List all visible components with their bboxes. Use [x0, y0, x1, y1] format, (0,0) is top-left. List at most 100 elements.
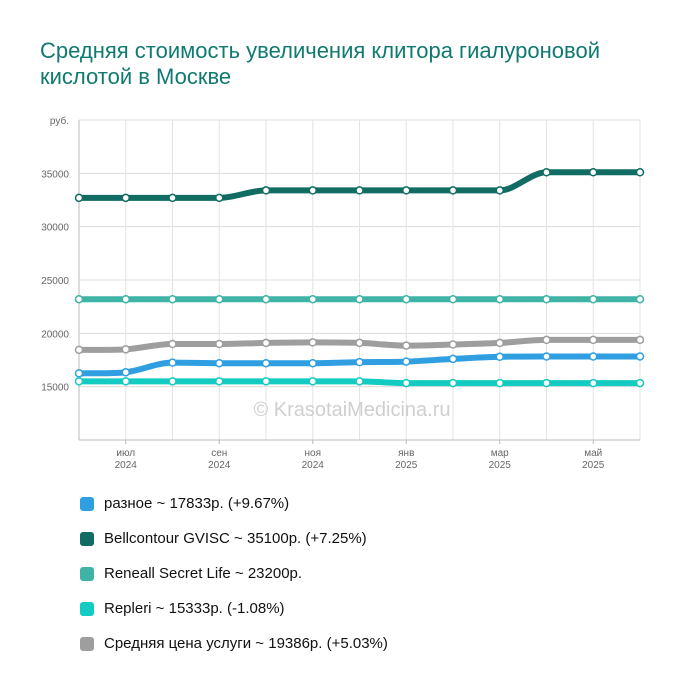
legend-item: Bellcontour GVISC ~ 35100р. (+7.25%) — [80, 521, 388, 556]
data-point — [589, 168, 598, 177]
legend-label: Bellcontour GVISC ~ 35100р. (+7.25%) — [104, 530, 367, 547]
data-point — [448, 378, 458, 388]
data-point — [121, 377, 130, 386]
data-point — [308, 358, 317, 368]
data-point — [168, 294, 177, 304]
legend-swatch — [80, 531, 94, 546]
series-4 — [74, 335, 645, 355]
data-point — [121, 294, 130, 304]
data-point — [355, 294, 364, 304]
data-point — [215, 358, 224, 368]
data-point — [74, 345, 84, 355]
y-tick-label: 30000 — [41, 223, 69, 234]
x-tick-label-month: мар — [491, 448, 509, 459]
data-point — [635, 335, 645, 345]
data-point — [402, 378, 411, 388]
data-point — [168, 358, 177, 367]
data-point — [355, 338, 364, 348]
legend-swatch — [80, 496, 94, 511]
data-point — [215, 377, 224, 386]
y-tick-label: 35000 — [41, 169, 69, 180]
data-point — [355, 357, 364, 367]
grid — [78, 119, 641, 440]
data-point — [589, 378, 598, 388]
data-point — [635, 378, 645, 388]
legend-item: Repleri ~ 15333р. (-1.08%) — [80, 591, 388, 626]
legend-item: Средняя цена услуги ~ 19386р. (+5.03%) — [80, 626, 388, 661]
x-tick-label-month: ноя — [305, 448, 322, 459]
data-point — [74, 369, 84, 378]
x-tick-label-year: 2025 — [395, 460, 418, 471]
legend-label: Reneall Secret Life ~ 23200р. — [104, 565, 303, 582]
data-point — [215, 339, 224, 349]
data-point — [74, 294, 84, 304]
data-point — [495, 186, 504, 195]
data-point — [495, 378, 504, 388]
data-point — [261, 358, 271, 368]
x-tick-label-month: сен — [211, 448, 227, 459]
data-point — [355, 186, 364, 195]
legend-item: Reneall Secret Life ~ 23200р. — [80, 556, 388, 591]
data-point — [448, 340, 458, 349]
x-tick-label-year: 2024 — [115, 460, 138, 471]
series-0 — [74, 352, 645, 378]
data-point — [74, 377, 84, 386]
axes: 1500020000250003000035000руб.июл2024сен2… — [41, 115, 640, 471]
x-tick-label-month: май — [584, 448, 602, 459]
data-point — [635, 168, 645, 177]
y-axis-unit: руб. — [50, 115, 69, 127]
data-point — [355, 377, 364, 386]
data-point — [448, 294, 458, 304]
data-point — [635, 352, 645, 361]
data-point — [402, 341, 411, 350]
data-point — [542, 168, 551, 177]
data-point — [215, 193, 224, 203]
data-point — [448, 186, 458, 195]
data-point — [589, 294, 598, 304]
data-point — [495, 352, 504, 362]
data-point — [215, 294, 224, 304]
data-point — [589, 352, 598, 361]
data-point — [635, 294, 645, 304]
data-point — [542, 294, 551, 304]
data-point — [74, 193, 84, 203]
data-point — [589, 335, 598, 345]
legend: разное ~ 17833р. (+9.67%) Bellcontour GVI… — [80, 486, 388, 661]
data-point — [308, 338, 317, 347]
data-point — [121, 345, 130, 354]
series-1 — [74, 168, 645, 203]
x-tick-label-month: июл — [116, 448, 135, 459]
data-point — [495, 338, 504, 348]
data-point — [402, 294, 411, 304]
x-tick-label-year: 2024 — [302, 460, 325, 471]
data-point — [402, 357, 411, 366]
line-chart: 1500020000250003000035000руб.июл2024сен2… — [41, 115, 645, 471]
legend-swatch — [80, 636, 94, 651]
series-2 — [74, 294, 645, 304]
data-point — [402, 186, 411, 195]
data-point — [261, 377, 271, 386]
legend-label: Repleri ~ 15333р. (-1.08%) — [104, 600, 285, 617]
data-point — [168, 377, 177, 386]
chart-title: Средняя стоимость увеличения клитора гиа… — [40, 38, 601, 89]
y-tick-label: 20000 — [41, 329, 69, 340]
y-tick-label: 15000 — [41, 383, 69, 394]
data-point — [261, 338, 271, 348]
legend-swatch — [80, 601, 94, 616]
series-group — [74, 168, 645, 388]
series-3 — [74, 377, 645, 388]
data-point — [542, 378, 551, 388]
data-point — [308, 186, 317, 195]
watermark: © KrasotaiMedicina.ru — [253, 399, 450, 421]
x-tick-label-month: янв — [398, 448, 414, 459]
data-point — [168, 339, 177, 349]
data-point — [448, 354, 458, 364]
x-tick-label-year: 2025 — [489, 460, 512, 471]
x-tick-label-year: 2025 — [582, 460, 605, 471]
data-point — [542, 335, 551, 345]
x-tick-label-year: 2024 — [208, 460, 231, 471]
data-point — [168, 193, 177, 203]
legend-swatch — [80, 566, 94, 581]
legend-label: Средняя цена услуги ~ 19386р. (+5.03%) — [104, 635, 388, 652]
data-point — [261, 294, 271, 304]
